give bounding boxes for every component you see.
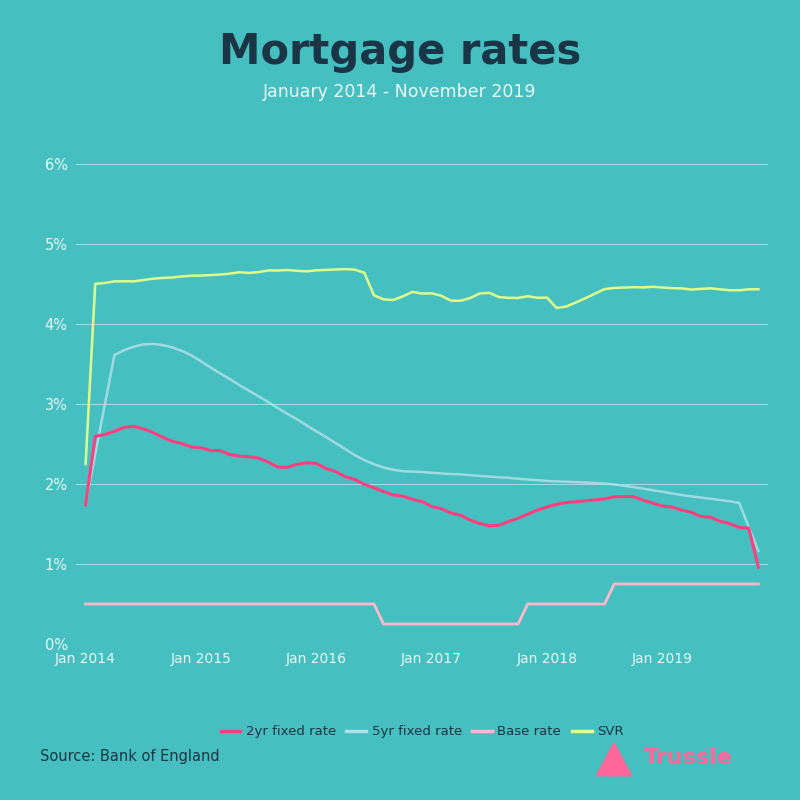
Text: Mortgage rates: Mortgage rates xyxy=(219,31,581,73)
Text: January 2014 - November 2019: January 2014 - November 2019 xyxy=(263,83,537,101)
Text: Source: Bank of England: Source: Bank of England xyxy=(40,749,220,763)
Polygon shape xyxy=(596,742,632,776)
Text: Trussle: Trussle xyxy=(644,749,733,768)
Legend: 2yr fixed rate, 5yr fixed rate, Base rate, SVR: 2yr fixed rate, 5yr fixed rate, Base rat… xyxy=(215,720,629,744)
